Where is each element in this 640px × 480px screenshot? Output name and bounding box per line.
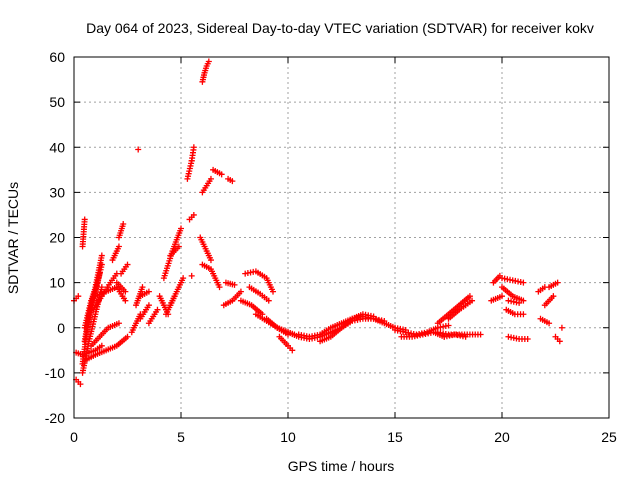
data-point [466,293,473,300]
axes: -20 -10 0 10 20 30 40 50 60 0 5 10 15 20 25 [45,49,617,445]
data-point [124,333,131,340]
data-point [558,324,565,331]
data-point [237,288,244,295]
data-point [462,333,469,340]
data-point [98,261,105,268]
data-point [229,178,236,185]
chart-title: Day 064 of 2023, Sidereal Day-to-day VTE… [86,20,594,36]
data-point [175,243,182,250]
data-point [499,293,505,300]
x-tick-label: 0 [70,429,78,445]
data-point [546,320,553,327]
data-point [135,146,142,153]
data-point [139,284,146,291]
data-point [77,381,84,388]
y-tick-label: 40 [49,139,65,155]
y-tick-label: 30 [49,184,65,200]
data-point [115,243,122,250]
y-tick-label: -10 [45,365,65,381]
x-tick-label: 10 [280,429,296,445]
data-point [207,175,214,182]
y-tick-label: 20 [49,230,65,246]
data-point [154,306,161,313]
y-tick-label: 60 [49,49,65,65]
y-tick-label: -20 [45,410,65,426]
data-point [231,281,238,288]
data-points [71,58,565,388]
data-point [115,320,122,327]
data-point [98,342,105,349]
data-point [477,331,484,338]
x-tick-label: 5 [177,429,185,445]
y-tick-label: 0 [57,320,65,336]
data-point [218,171,225,178]
data-point [120,220,127,227]
x-tick-label: 15 [387,429,403,445]
data-point [145,302,152,309]
data-point [445,322,452,329]
x-tick-label: 25 [601,429,617,445]
data-point [524,336,531,343]
data-point [190,144,197,151]
data-point [98,284,105,291]
x-axis-label: GPS time / hours [288,458,395,474]
data-point [171,293,178,300]
data-point [216,284,223,291]
data-point [98,252,105,259]
data-point [81,216,88,223]
data-point [554,279,561,286]
data-point [520,311,527,318]
data-point [370,313,377,320]
data-point [205,58,212,65]
data-point [516,299,523,306]
data-point [550,293,557,300]
data-point [520,279,527,286]
data-point [207,257,214,264]
data-point [265,297,272,304]
data-point [122,297,129,304]
data-point [124,261,131,268]
y-tick-label: 10 [49,275,65,291]
x-tick-label: 20 [494,429,510,445]
data-point [122,288,129,295]
data-point [520,297,527,304]
data-point [75,293,82,300]
data-point [178,225,184,232]
data-point [145,288,152,295]
data-point [180,275,187,282]
data-point [270,288,277,295]
y-tick-label: 50 [49,94,65,110]
data-point [188,272,195,279]
data-point [556,338,563,345]
data-point [190,211,197,218]
data-point [289,347,296,354]
y-axis-label: SDTVAR / TECUs [5,182,21,294]
data-point [469,297,476,304]
